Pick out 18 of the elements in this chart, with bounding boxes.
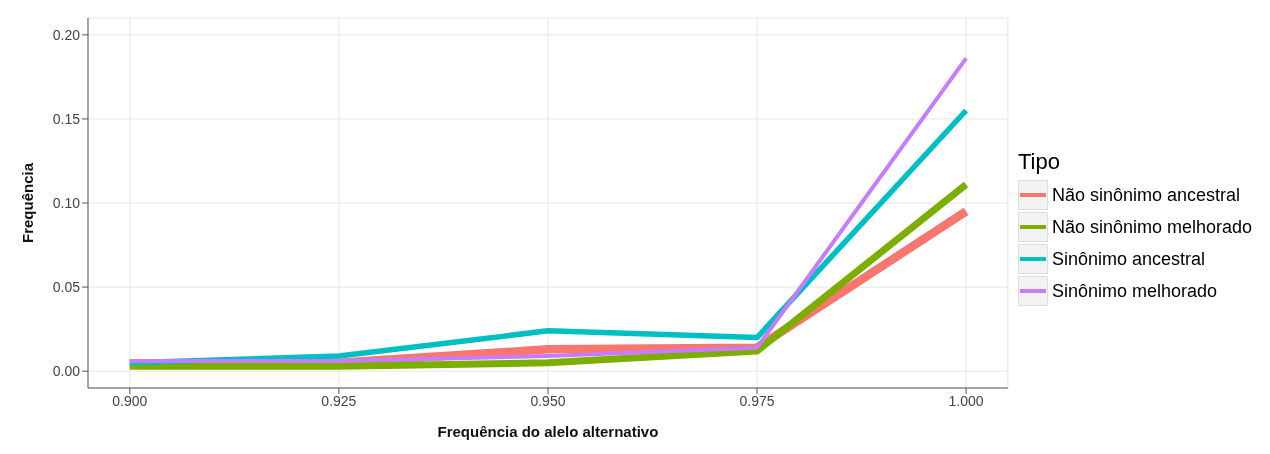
legend-label: Sinônimo melhorado [1051,280,1217,302]
y-tick-label: 0.05 [52,279,81,296]
x-tick-label: 1.000 [948,392,984,409]
x-tick-label: 0.900 [112,392,148,409]
legend-title: Tipo [1017,149,1061,175]
x-tick-label: 0.975 [739,392,775,409]
legend-label: Não sinônimo melhorado [1051,216,1252,238]
y-tick-label: 0.20 [52,26,81,43]
x-tick-label: 0.950 [530,392,566,409]
y-tick-label: 0.00 [52,363,81,380]
legend-label: Sinônimo ancestral [1051,248,1205,270]
legend-label: Não sinônimo ancestral [1051,184,1240,206]
y-tick-label: 0.15 [52,110,81,127]
x-axis-title: Frequência do alelo alternativo [437,422,659,440]
x-tick-label: 0.925 [321,392,357,409]
y-axis-title: Frequência [19,162,37,244]
y-tick-label: 0.10 [52,194,81,211]
line-series [127,56,969,364]
